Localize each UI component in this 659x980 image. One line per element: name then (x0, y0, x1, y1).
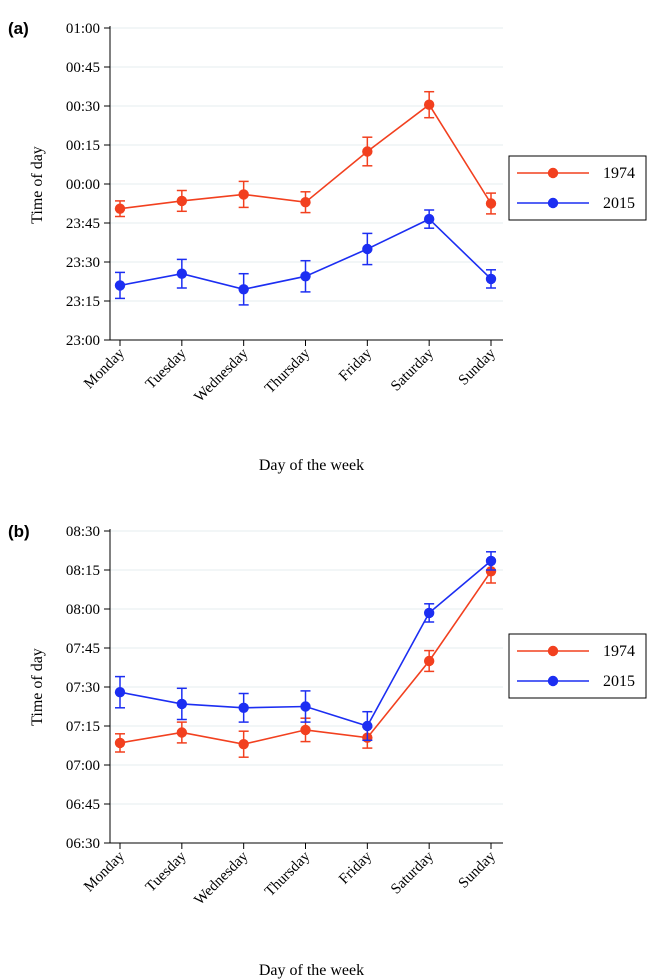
x-tick-label: Wednesday (192, 848, 252, 908)
x-tick-label: Monday (81, 345, 128, 392)
data-point (485, 273, 497, 285)
y-tick-label: 08:00 (66, 602, 100, 618)
y-tick-label: 08:30 (66, 524, 100, 540)
x-tick-label: Wednesday (192, 345, 252, 405)
chart-panel-b: 06:30 06:45 07:00 07:15 07:30 07:45 08:00 08:15… (8, 522, 647, 979)
legend-marker (547, 645, 559, 657)
x-axis-title: Day of the week (259, 457, 364, 474)
chart-panel-a: 23:00 23:15 23:30 23:45 00:00 00:15 00:30 00:45… (8, 19, 647, 474)
data-point (114, 687, 126, 698)
legend-label: 2015 (603, 195, 635, 212)
y-tick-label: 23:45 (66, 216, 100, 232)
y-tick-label: 07:15 (66, 719, 100, 735)
panel-label: (a) (8, 19, 29, 38)
data-point (362, 720, 373, 732)
y-axis-title: Time of day (29, 648, 46, 726)
y-tick-label: 06:45 (66, 797, 100, 813)
x-tick-label: Saturday (388, 848, 437, 897)
x-tick-label: Tuesday (143, 848, 190, 895)
y-tick-label: 00:45 (66, 60, 100, 76)
data-point (423, 655, 435, 667)
y-tick-label: 00:30 (66, 99, 100, 115)
y-axis-title: Time of day (29, 146, 46, 224)
data-point (238, 739, 249, 750)
series-2015 (114, 551, 497, 742)
data-point (423, 99, 435, 110)
series-1974 (114, 90, 497, 218)
data-point (176, 727, 188, 738)
legend-box (508, 633, 647, 699)
data-point (176, 698, 188, 710)
y-tick-label: 07:30 (66, 680, 100, 696)
legend-label: 1974 (603, 643, 635, 660)
x-tick-label: Thursday (262, 345, 314, 397)
y-tick-label: 07:00 (66, 758, 100, 774)
data-point (300, 724, 311, 736)
y-tick-label: 06:30 (66, 836, 100, 852)
data-point (238, 189, 249, 200)
data-point (176, 268, 188, 279)
data-point (300, 271, 311, 282)
data-point (114, 737, 126, 749)
x-tick-label: Thursday (262, 848, 314, 900)
y-tick-label: 23:00 (66, 333, 100, 349)
data-point (176, 195, 188, 207)
x-tick-label: Sunday (456, 345, 499, 388)
data-point (362, 146, 373, 157)
legend-marker (547, 197, 559, 209)
legend-marker (547, 675, 559, 687)
y-tick-label: 01:00 (66, 21, 100, 37)
x-axis-title: Day of the week (259, 962, 364, 979)
series-1974 (114, 558, 497, 758)
y-tick-label: 00:15 (66, 138, 100, 154)
data-point (423, 213, 435, 225)
x-tick-label: Monday (81, 848, 128, 895)
legend: 1974 2015 (508, 633, 647, 699)
data-point (485, 198, 497, 209)
series-2015 (114, 209, 497, 306)
x-tick-label: Saturday (388, 345, 437, 394)
x-tick-label: Tuesday (143, 345, 190, 392)
legend-label: 1974 (603, 165, 635, 182)
data-point (362, 243, 373, 255)
data-point (423, 607, 435, 619)
y-tick-label: 23:15 (66, 294, 100, 310)
data-point (114, 203, 126, 214)
x-tick-label: Sunday (456, 848, 499, 891)
data-point (485, 566, 497, 577)
y-tick-label: 23:30 (66, 255, 100, 271)
data-point (238, 284, 249, 295)
data-point (485, 555, 497, 567)
x-tick-label: Friday (336, 848, 375, 887)
x-tick-label: Friday (336, 345, 375, 384)
legend: 1974 2015 (508, 155, 647, 221)
y-tick-label: 08:15 (66, 563, 100, 579)
y-tick-label: 07:45 (66, 641, 100, 657)
data-point (300, 701, 311, 712)
data-point (238, 702, 249, 713)
data-point (300, 197, 311, 208)
panel-label: (b) (8, 522, 30, 541)
y-tick-label: 00:00 (66, 177, 100, 193)
data-point (114, 280, 126, 291)
legend-box (508, 155, 647, 221)
legend-label: 2015 (603, 673, 635, 690)
legend-marker (547, 167, 559, 179)
